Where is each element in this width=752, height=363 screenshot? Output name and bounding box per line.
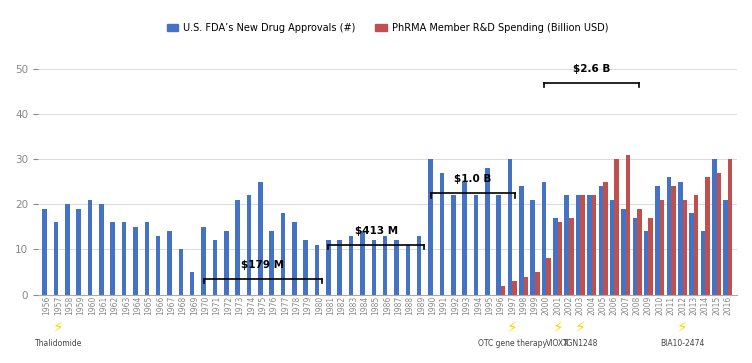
Bar (694, 195, 699, 294)
Bar (394, 240, 399, 294)
Bar (535, 272, 539, 294)
Bar (144, 223, 149, 294)
Bar (474, 195, 478, 294)
Bar (292, 223, 296, 294)
Bar (712, 159, 717, 294)
Bar (235, 200, 240, 294)
Bar (360, 231, 365, 294)
Bar (269, 231, 274, 294)
Bar (42, 209, 47, 294)
Bar (621, 209, 626, 294)
Bar (383, 236, 387, 294)
Bar (88, 200, 92, 294)
Bar (553, 218, 558, 294)
Bar (462, 182, 467, 294)
Bar (315, 245, 320, 294)
Bar (717, 173, 721, 294)
Bar (610, 200, 614, 294)
Bar (247, 195, 251, 294)
Bar (678, 182, 683, 294)
Bar (213, 240, 217, 294)
Text: $1.0 B: $1.0 B (454, 174, 491, 184)
Bar (701, 231, 705, 294)
Bar (258, 182, 262, 294)
Bar (167, 231, 171, 294)
Text: ⚡: ⚡ (677, 319, 688, 335)
Bar (338, 240, 342, 294)
Bar (683, 200, 687, 294)
Bar (523, 277, 528, 294)
Bar (508, 159, 512, 294)
Bar (77, 209, 81, 294)
Bar (133, 227, 138, 294)
Text: TGN1248: TGN1248 (562, 339, 598, 348)
Bar (576, 195, 581, 294)
Bar (65, 204, 70, 294)
Legend: U.S. FDA’s New Drug Approvals (#), PhRMA Member R&D Spending (Billion USD): U.S. FDA’s New Drug Approvals (#), PhRMA… (163, 19, 612, 37)
Bar (190, 272, 195, 294)
Text: ⚡: ⚡ (53, 319, 64, 335)
Text: ⚡: ⚡ (507, 319, 517, 335)
Bar (569, 218, 574, 294)
Bar (603, 182, 608, 294)
Bar (326, 240, 331, 294)
Bar (178, 249, 183, 294)
Bar (637, 209, 641, 294)
Bar (723, 200, 728, 294)
Bar (202, 227, 206, 294)
Bar (632, 218, 637, 294)
Bar (156, 236, 160, 294)
Bar (349, 236, 353, 294)
Bar (644, 231, 648, 294)
Bar (371, 240, 376, 294)
Text: $2.6 B: $2.6 B (573, 64, 611, 74)
Text: $179 M: $179 M (241, 260, 284, 270)
Bar (565, 195, 569, 294)
Bar (690, 213, 694, 294)
Bar (280, 213, 285, 294)
Bar (111, 223, 115, 294)
Text: Thalidomide: Thalidomide (35, 339, 82, 348)
Bar (705, 177, 710, 294)
Text: VIOXX: VIOXX (546, 339, 569, 348)
Bar (512, 281, 517, 294)
Bar (224, 231, 229, 294)
Bar (666, 177, 672, 294)
Text: $413 M: $413 M (354, 226, 398, 236)
Text: ⚡: ⚡ (575, 319, 586, 335)
Bar (496, 195, 501, 294)
Bar (592, 195, 596, 294)
Bar (655, 186, 660, 294)
Bar (728, 159, 732, 294)
Bar (530, 200, 535, 294)
Bar (99, 204, 104, 294)
Text: ⚡: ⚡ (552, 319, 563, 335)
Bar (440, 173, 444, 294)
Bar (672, 186, 676, 294)
Bar (541, 182, 546, 294)
Bar (485, 168, 490, 294)
Bar (587, 195, 592, 294)
Bar (429, 159, 433, 294)
Bar (546, 258, 551, 294)
Bar (417, 236, 421, 294)
Text: OTC gene therapy: OTC gene therapy (478, 339, 547, 348)
Bar (501, 286, 505, 294)
Bar (451, 195, 456, 294)
Bar (614, 159, 619, 294)
Text: BIA10-2474: BIA10-2474 (660, 339, 705, 348)
Bar (405, 245, 410, 294)
Bar (648, 218, 653, 294)
Bar (122, 223, 126, 294)
Bar (53, 223, 58, 294)
Bar (558, 223, 562, 294)
Bar (599, 186, 603, 294)
Bar (626, 155, 630, 294)
Bar (660, 200, 664, 294)
Bar (581, 195, 585, 294)
Bar (519, 186, 523, 294)
Bar (304, 240, 308, 294)
